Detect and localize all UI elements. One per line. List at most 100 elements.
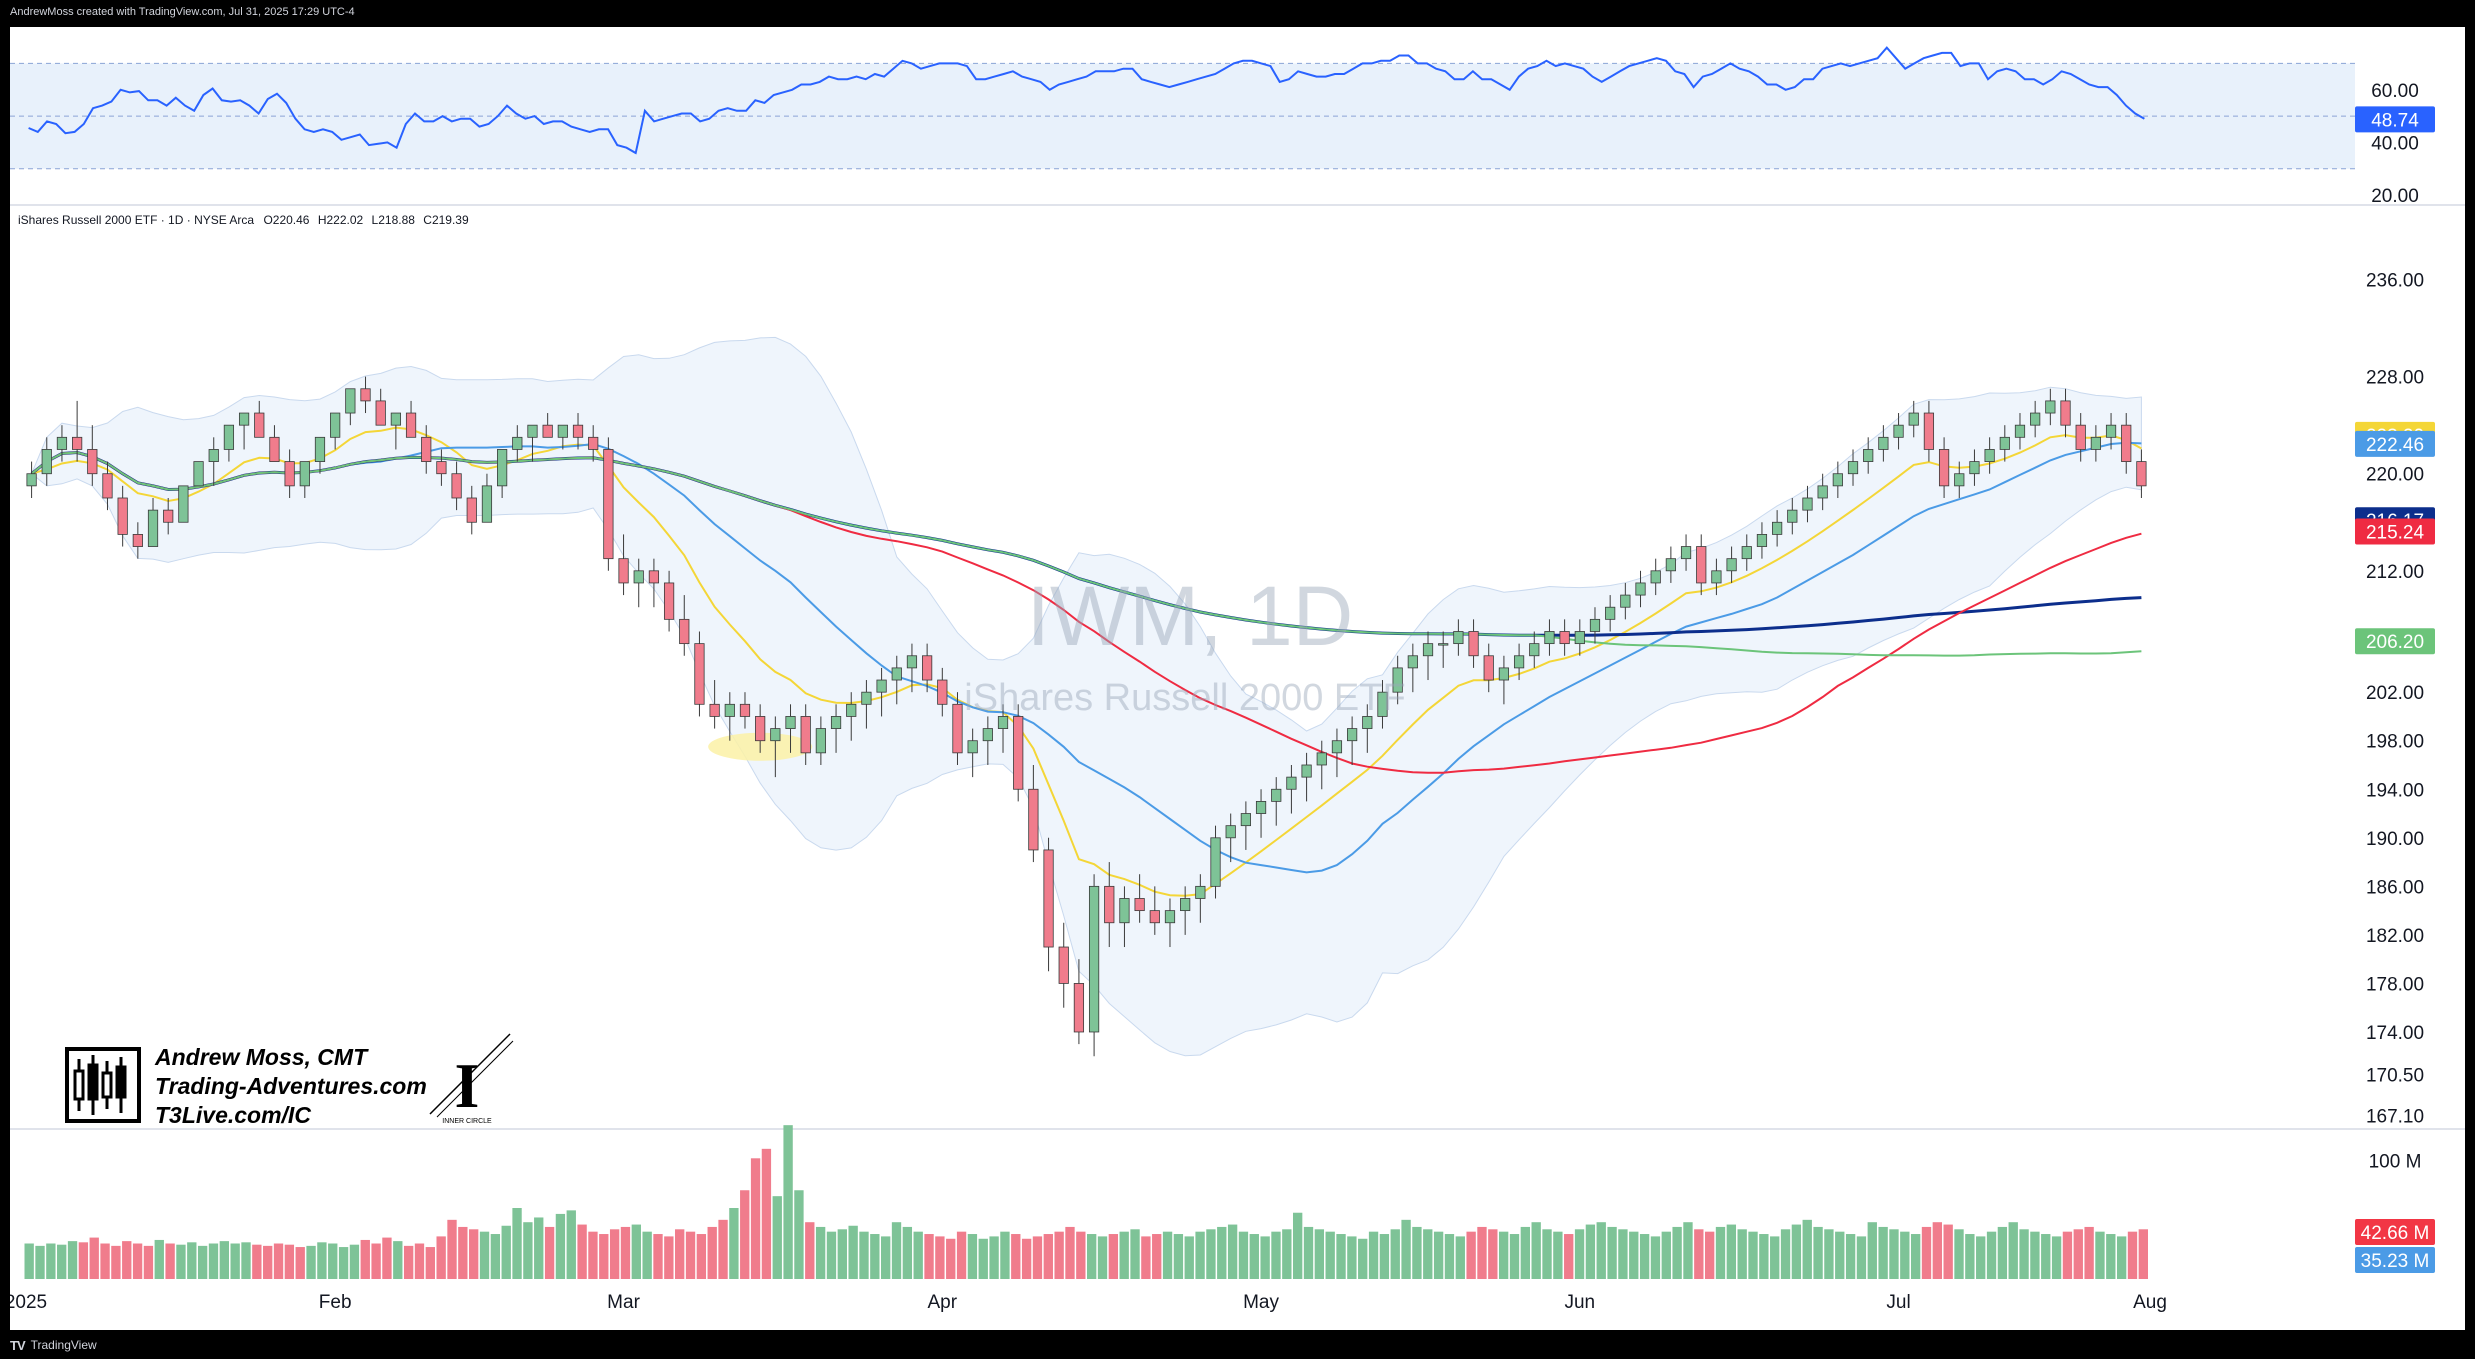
volume-bar-158: [1737, 1229, 1747, 1279]
x-month-label-5: Jun: [1564, 1292, 1595, 1313]
candle-23: [375, 388, 386, 426]
volume-bar-186: [2041, 1234, 2051, 1279]
candle-50: [785, 704, 796, 753]
candle-37: [588, 425, 599, 462]
candle-body: [633, 570, 644, 584]
price-badge-sma100-bg: [2355, 628, 2435, 655]
candle-7: [132, 522, 143, 559]
candle-body: [421, 436, 432, 462]
candle-134: [2060, 388, 2071, 438]
volume-bar-146: [1607, 1226, 1617, 1279]
candle-67: [1043, 837, 1054, 972]
candle-124: [1908, 400, 1919, 438]
candle-110: [1696, 534, 1707, 596]
attribution-text: AndrewMoss created with TradingView.com,…: [10, 6, 355, 18]
volume-bar-131: [1444, 1234, 1455, 1279]
volume-bar-175: [1921, 1226, 1932, 1279]
candle-body: [1043, 849, 1054, 948]
candle-body: [299, 461, 310, 487]
volume-bar-128: [1412, 1226, 1422, 1279]
volume-bar-139: [1531, 1222, 1541, 1279]
volume-tick-label: 100 M: [2369, 1152, 2422, 1173]
volume-bar-1: [35, 1245, 45, 1279]
candle-32: [512, 425, 523, 462]
volume-bar-156: [1715, 1226, 1726, 1279]
volume-bar-135: [1488, 1229, 1498, 1279]
candle-135: [2075, 413, 2086, 462]
volume-badge-0: 42.66 M: [2355, 1219, 2435, 1245]
candle-121: [1863, 437, 1874, 474]
candle-body: [1301, 764, 1312, 778]
candle-body: [1422, 643, 1434, 657]
volume-bar-152: [1672, 1226, 1682, 1279]
candle-body: [755, 716, 766, 742]
candle-body: [724, 703, 735, 717]
volume-bar-113: [1249, 1234, 1259, 1279]
candle-34: [542, 413, 553, 438]
candle-body: [360, 388, 371, 402]
volume-bar-59: [664, 1236, 674, 1279]
volume-bar-41: [469, 1229, 479, 1279]
candle-48: [755, 704, 766, 753]
volume-bar-142: [1564, 1234, 1574, 1279]
volume-bar-150: [1650, 1236, 1661, 1279]
volume-bar-67: [750, 1158, 761, 1279]
volume-bar-179: [1965, 1234, 1975, 1279]
volume-bar-31: [360, 1239, 370, 1279]
chart-canvas[interactable]: 2025 Feb Mar Apr May Jun Jul Aug 20.00 40.00 60.0…: [10, 27, 2465, 1330]
volume-bar-162: [1780, 1229, 1791, 1279]
candle-9: [163, 497, 174, 535]
candle-51: [800, 704, 811, 765]
price-tick-label-1: 170.50: [2366, 1065, 2424, 1086]
candle-131: [2014, 413, 2026, 450]
candle-body: [1316, 752, 1327, 766]
volume-bar-48: [544, 1226, 555, 1279]
volume-bar-115: [1271, 1231, 1281, 1279]
volume-bar-2: [46, 1243, 56, 1279]
candle-90: [1392, 655, 1403, 705]
volume-bar-188: [2062, 1231, 2073, 1279]
volume-bar-56: [631, 1224, 641, 1279]
candle-13: [223, 424, 235, 462]
volume-bar-40: [458, 1226, 468, 1279]
candle-body: [2075, 424, 2086, 450]
price-tick-label-10: 212.00: [2366, 562, 2424, 583]
volume-bar-27: [317, 1242, 327, 1279]
volume-bar-160: [1759, 1234, 1769, 1279]
price-tick-label-13: 236.00: [2366, 271, 2424, 292]
candle-body: [1149, 910, 1160, 924]
candle-100: [1544, 619, 1555, 656]
candle-35: [557, 424, 568, 450]
candle-body: [1711, 570, 1722, 584]
candle-86: [1331, 728, 1343, 778]
candle-122: [1878, 425, 1889, 462]
chart-frame[interactable]: 2025 Feb Mar Apr May Jun Jul Aug 20.00 40.00 60.0…: [10, 27, 2465, 1330]
volume-bar-13: [165, 1243, 175, 1279]
volume-badge-0-text: 42.66 M: [2361, 1223, 2430, 1244]
rsi-tick-label-2: 60.00: [2371, 81, 2419, 102]
candle-80: [1240, 801, 1251, 850]
volume-bar-20: [241, 1242, 251, 1279]
x-month-label-2: Mar: [607, 1292, 640, 1313]
volume-bar-171: [1878, 1226, 1888, 1279]
candle-129: [1984, 437, 1995, 474]
volume-bar-3: [57, 1244, 67, 1279]
candle-body: [1407, 655, 1418, 669]
candle-body: [1438, 643, 1449, 646]
candle-body: [1210, 837, 1221, 887]
candle-128: [1969, 449, 1980, 486]
candle-66: [1028, 764, 1039, 863]
volume-bar-163: [1791, 1224, 1802, 1279]
candle-24: [390, 412, 401, 450]
candle-82: [1271, 777, 1282, 826]
candle-body: [739, 703, 751, 717]
price-tick-label-7: 194.00: [2366, 780, 2424, 801]
candle-body: [1544, 631, 1555, 645]
candle-body: [1195, 885, 1206, 899]
candle-body: [1756, 534, 1768, 547]
candle-94: [1453, 619, 1464, 656]
volume-bar-133: [1466, 1231, 1476, 1279]
volume-bar-26: [306, 1245, 316, 1279]
candle-96: [1483, 643, 1494, 693]
volume-bar-98: [1087, 1234, 1097, 1279]
